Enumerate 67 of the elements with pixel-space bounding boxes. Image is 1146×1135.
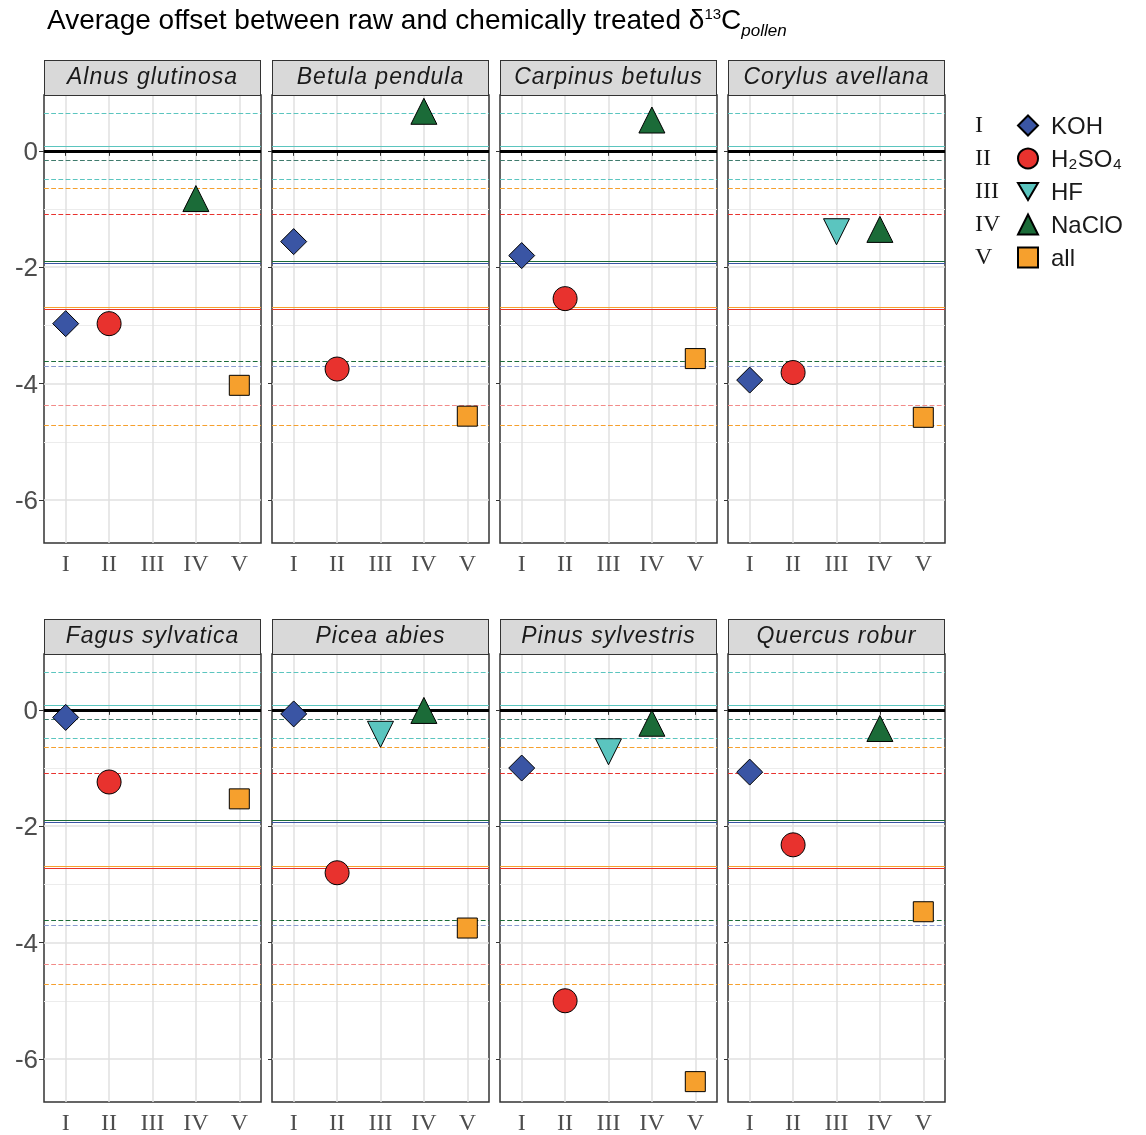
chart-title: Fagus sylvatica xyxy=(44,619,261,655)
x-tick-label: IV xyxy=(639,1109,666,1135)
x-tick-label: III xyxy=(824,1109,849,1135)
category-label: III xyxy=(975,177,999,203)
x-tick-label: IV xyxy=(411,1109,438,1135)
x-tick-label: IV xyxy=(183,550,210,576)
y-tick-label: -2 xyxy=(14,252,38,283)
x-tick-label: V xyxy=(914,1109,933,1135)
category-label: I xyxy=(975,111,983,137)
x-tick-label: III xyxy=(140,550,165,576)
x-tick-label: I xyxy=(517,1109,526,1135)
chart-subtitle: Alnus glutinosa xyxy=(44,60,261,96)
y-tick-label: 0 xyxy=(23,135,38,166)
x-tick-label: II xyxy=(101,1109,118,1135)
x-tick-label: I xyxy=(289,550,298,576)
x-tick-label: V xyxy=(230,1109,249,1135)
y-tick-label: 0 xyxy=(23,694,38,725)
x-tick-label: II xyxy=(101,550,118,576)
chart-title: Picea abies xyxy=(272,619,489,655)
x-tick-label: IV xyxy=(639,550,666,576)
x-tick-label: I xyxy=(745,1109,754,1135)
x-tick-label: V xyxy=(230,550,249,576)
x-tick-label: II xyxy=(329,1109,346,1135)
legend-label: NaClO xyxy=(1051,211,1124,238)
y-tick-label: -6 xyxy=(14,1043,38,1074)
y-tick-label: -4 xyxy=(14,368,38,399)
x-tick-label: I xyxy=(61,550,70,576)
x-tick-label: III xyxy=(596,550,621,576)
x-tick-label: II xyxy=(785,1109,802,1135)
legend-label: HF xyxy=(1051,178,1083,205)
x-tick-label: IV xyxy=(183,1109,210,1135)
chart-title: Quercus robur xyxy=(728,619,945,655)
legend-label: KOH xyxy=(1051,112,1104,139)
x-tick-label: III xyxy=(368,1109,393,1135)
legend-label: H₂SO₄ xyxy=(1051,145,1123,172)
x-tick-label: II xyxy=(785,550,802,576)
category-label: IV xyxy=(975,210,1001,236)
x-tick-label: V xyxy=(458,1109,477,1135)
x-tick-label: V xyxy=(458,550,477,576)
y-tick-label: -6 xyxy=(14,484,38,515)
category-label: II xyxy=(975,144,991,170)
x-tick-label: V xyxy=(914,550,933,576)
x-tick-label: I xyxy=(289,1109,298,1135)
x-tick-label: III xyxy=(140,1109,165,1135)
x-tick-label: III xyxy=(824,550,849,576)
x-tick-label: II xyxy=(557,550,574,576)
text: Average offset between raw and chemically treated δ$^{13}$C$_{pollen}$ xyxy=(47,4,787,41)
legend-label: all xyxy=(1051,244,1076,271)
y-tick-label: -4 xyxy=(14,927,38,958)
category-label: V xyxy=(975,243,993,269)
chart-title: Carpinus betulus xyxy=(500,60,717,96)
x-tick-label: IV xyxy=(411,550,438,576)
chart-title: Betula pendula xyxy=(272,60,489,96)
x-tick-label: II xyxy=(329,550,346,576)
x-tick-label: I xyxy=(745,550,754,576)
x-tick-label: III xyxy=(368,550,393,576)
x-tick-label: V xyxy=(686,1109,705,1135)
y-tick-label: -2 xyxy=(14,811,38,842)
x-tick-label: II xyxy=(557,1109,574,1135)
chart-title: Pinus sylvestris xyxy=(500,619,717,655)
x-tick-label: IV xyxy=(867,550,894,576)
x-tick-label: I xyxy=(61,1109,70,1135)
x-tick-label: V xyxy=(686,550,705,576)
x-tick-label: III xyxy=(596,1109,621,1135)
x-tick-label: IV xyxy=(867,1109,894,1135)
x-tick-label: I xyxy=(517,550,526,576)
chart-title: Corylus avellana xyxy=(728,60,945,96)
